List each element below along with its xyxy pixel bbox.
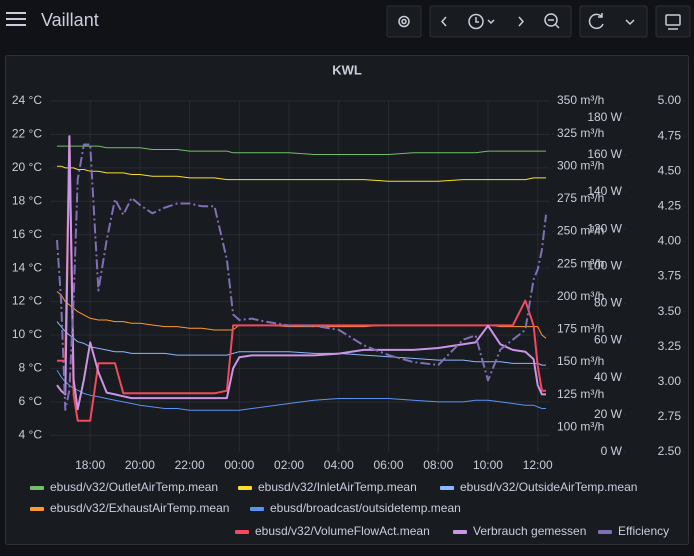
menu-button[interactable] <box>6 12 26 26</box>
legend-swatch <box>30 486 44 490</box>
y-tick-label: 22 °C <box>12 127 42 141</box>
legend-label[interactable]: ebusd/v32/InletAirTemp.mean <box>258 480 417 494</box>
y3-tick-label: 80 W <box>594 296 623 310</box>
y3-tick-label: 140 W <box>587 184 622 198</box>
y2-tick-label: 325 m³/h <box>557 126 604 140</box>
y2-tick-label: 100 m³/h <box>557 419 604 433</box>
time-forward-button[interactable] <box>518 16 525 27</box>
y4-tick-label: 3.75 <box>658 269 682 283</box>
y-tick-label: 14 °C <box>12 260 42 274</box>
series-line <box>57 135 546 422</box>
y3-tick-label: 100 W <box>587 258 622 272</box>
legend-swatch <box>440 486 454 490</box>
y3-tick-label: 0 W <box>601 444 623 458</box>
y-tick-label: 20 °C <box>12 160 42 174</box>
legend-label[interactable]: ebusd/v32/VolumeFlowAct.mean <box>255 524 430 538</box>
x-tick-label: 12:00 <box>523 458 553 472</box>
y-tick-label: 24 °C <box>12 93 42 107</box>
y-tick-label: 8 °C <box>19 361 43 375</box>
y2-tick-label: 250 m³/h <box>557 224 604 238</box>
y4-tick-label: 4.50 <box>658 163 682 177</box>
x-tick-label: 20:00 <box>125 458 155 472</box>
x-tick-label: 02:00 <box>274 458 304 472</box>
time-picker-button[interactable] <box>468 13 495 30</box>
time-back-button[interactable] <box>440 16 447 27</box>
y4-tick-label: 4.75 <box>658 128 682 142</box>
x-tick-label: 06:00 <box>374 458 404 472</box>
x-tick-label: 00:00 <box>224 458 254 472</box>
y3-tick-label: 180 W <box>587 110 622 124</box>
y2-tick-label: 150 m³/h <box>557 354 604 368</box>
settings-button[interactable] <box>386 5 422 38</box>
y2-tick-label: 300 m³/h <box>557 158 604 172</box>
series-line <box>57 165 546 182</box>
y-tick-label: 12 °C <box>12 294 42 308</box>
y4-tick-label: 3.50 <box>658 304 682 318</box>
refresh-button[interactable] <box>588 13 604 30</box>
y2-tick-label: 275 m³/h <box>557 191 604 205</box>
y4-tick-label: 3.25 <box>658 339 682 353</box>
y2-tick-label: 200 m³/h <box>557 289 604 303</box>
legend-swatch <box>30 507 44 511</box>
y-tick-label: 10 °C <box>12 327 42 341</box>
refresh-interval-button[interactable] <box>625 19 635 26</box>
y3-tick-label: 20 W <box>594 407 623 421</box>
y2-tick-label: 225 m³/h <box>557 256 604 270</box>
y3-tick-label: 40 W <box>594 370 623 384</box>
series-line <box>57 145 546 155</box>
y3-tick-label: 60 W <box>594 333 623 347</box>
panel <box>5 55 689 545</box>
y4-tick-label: 2.50 <box>658 444 682 458</box>
y-tick-label: 4 °C <box>19 427 43 441</box>
legend-swatch <box>235 530 249 534</box>
legend-swatch <box>453 530 467 534</box>
legend-label[interactable]: ebusd/v32/OutsideAirTemp.mean <box>460 480 637 494</box>
y2-tick-label: 125 m³/h <box>557 387 604 401</box>
x-tick-label: 10:00 <box>473 458 503 472</box>
x-tick-label: 04:00 <box>324 458 354 472</box>
tv-mode-button[interactable] <box>655 5 691 38</box>
series-line <box>56 143 547 411</box>
y2-tick-label: 350 m³/h <box>557 93 604 107</box>
chart-title: KWL <box>332 62 362 77</box>
y4-tick-label: 4.25 <box>658 198 682 212</box>
legend-label[interactable]: ebusd/v32/ExhaustAirTemp.mean <box>50 501 229 515</box>
time-controls <box>429 5 572 38</box>
y3-tick-label: 120 W <box>587 221 622 235</box>
x-tick-label: 18:00 <box>75 458 105 472</box>
y-tick-label: 6 °C <box>19 394 43 408</box>
y3-tick-label: 160 W <box>587 147 622 161</box>
legend-label[interactable]: ebusd/v32/OutletAirTemp.mean <box>50 480 218 494</box>
zoom-out-button[interactable] <box>544 13 560 29</box>
y2-tick-label: 175 m³/h <box>557 322 604 336</box>
x-tick-label: 08:00 <box>423 458 453 472</box>
series-line <box>56 135 546 411</box>
legend-swatch <box>598 530 612 534</box>
y4-tick-label: 5.00 <box>658 93 682 107</box>
legend-label[interactable]: ebusd/broadcast/outsidetemp.mean <box>270 501 461 515</box>
x-tick-label: 22:00 <box>175 458 205 472</box>
legend-label[interactable]: Efficiency <box>618 524 669 538</box>
legend-swatch <box>250 507 264 511</box>
y4-tick-label: 4.00 <box>658 234 682 248</box>
dashboard-title: Vaillant <box>41 10 99 30</box>
series-line <box>56 369 546 411</box>
y4-tick-label: 2.75 <box>658 409 682 423</box>
y-tick-label: 16 °C <box>12 227 42 241</box>
legend-label[interactable]: Verbrauch gemessen <box>473 524 586 538</box>
y-tick-label: 18 °C <box>12 193 42 207</box>
legend-swatch <box>238 486 252 490</box>
y4-tick-label: 3.00 <box>658 374 682 388</box>
